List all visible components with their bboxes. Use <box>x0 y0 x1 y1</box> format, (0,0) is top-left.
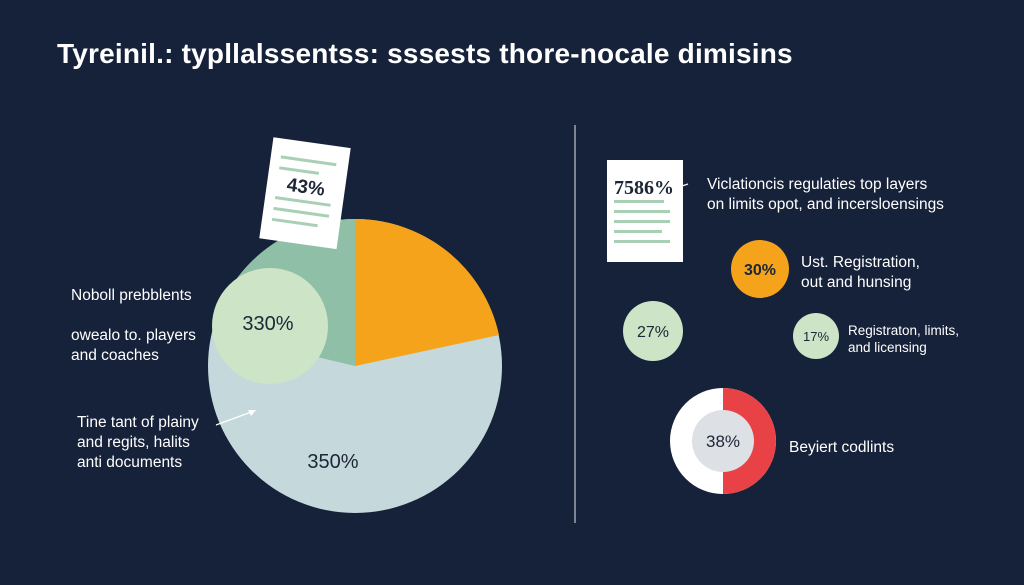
orange-badge-label: Ust. Registration, out and hunsing <box>801 253 920 293</box>
left-label-3-line-2: and regits, halits <box>77 434 190 451</box>
left-doc-line <box>279 166 320 175</box>
left-document: 43% <box>259 137 351 250</box>
ring-center <box>692 410 754 472</box>
left-label-3-line-1: Tine tant of plainy <box>77 414 199 431</box>
left-doc-line <box>271 217 318 228</box>
small-badge-value: 17% <box>803 329 829 344</box>
pie-inner-bubble <box>212 268 328 384</box>
right-document: 7586% <box>607 160 689 262</box>
right-doc-label-line-1: Viclationcis regulaties top layers <box>707 176 928 193</box>
small-badge-label: Registraton, limits, and licensing <box>848 322 959 356</box>
green-badge-value: 27% <box>637 324 669 341</box>
right-doc-line <box>614 230 662 233</box>
right-doc-label-line-2: on limits opot, and incersloensings <box>707 196 944 213</box>
left-label-2-line-1: owealo to. players <box>71 327 196 344</box>
right-doc-value: 7586% <box>614 177 674 199</box>
left-doc-line <box>280 155 337 167</box>
pointer-arrow <box>215 410 256 426</box>
arrow-line <box>215 410 255 426</box>
ring-label: Beyiert codlints <box>789 439 895 456</box>
small-badge <box>793 313 839 359</box>
orange-badge-value: 30% <box>744 262 776 279</box>
orange-badge <box>731 240 789 298</box>
left-pie: 330% 350% <box>208 218 502 513</box>
right-doc-dash <box>675 183 689 189</box>
left-label-1-line-1: Noboll prebblents <box>71 287 192 304</box>
pie-bottom-value: 350% <box>307 451 358 473</box>
ring-value: 38% <box>706 432 740 451</box>
orange-badge-label-line-1: Ust. Registration, <box>801 254 920 271</box>
ring-chart: 38% <box>670 388 776 494</box>
left-label-2-line-2: and coaches <box>71 347 159 364</box>
right-doc-label: Viclationcis regulaties top layers on li… <box>707 175 944 215</box>
small-badge-label-line-1: Registraton, limits, <box>848 323 960 338</box>
pie-orange-slice <box>355 218 499 366</box>
right-doc-line <box>614 210 670 213</box>
page-title: Tyreinil.: typllalssentss: sssests thore… <box>57 38 793 69</box>
pie-bubble-value: 330% <box>242 313 293 335</box>
green-badge <box>623 301 683 361</box>
right-doc-line <box>614 200 664 203</box>
left-label-3: Tine tant of plainy and regits, halits a… <box>77 413 199 473</box>
left-label-3-line-3: anti documents <box>77 454 183 471</box>
small-badge-label-line-2: and licensing <box>848 340 927 355</box>
orange-badge-label-line-2: out and hunsing <box>801 274 912 291</box>
right-doc-line <box>614 220 670 223</box>
left-label-1: Noboll prebblents <box>71 286 192 306</box>
arrow-head <box>248 410 256 416</box>
left-doc-line <box>274 196 331 207</box>
section-divider <box>574 125 576 523</box>
right-doc-line <box>614 240 670 243</box>
left-label-2: owealo to. players and coaches <box>71 326 196 366</box>
left-doc-line <box>273 206 330 218</box>
